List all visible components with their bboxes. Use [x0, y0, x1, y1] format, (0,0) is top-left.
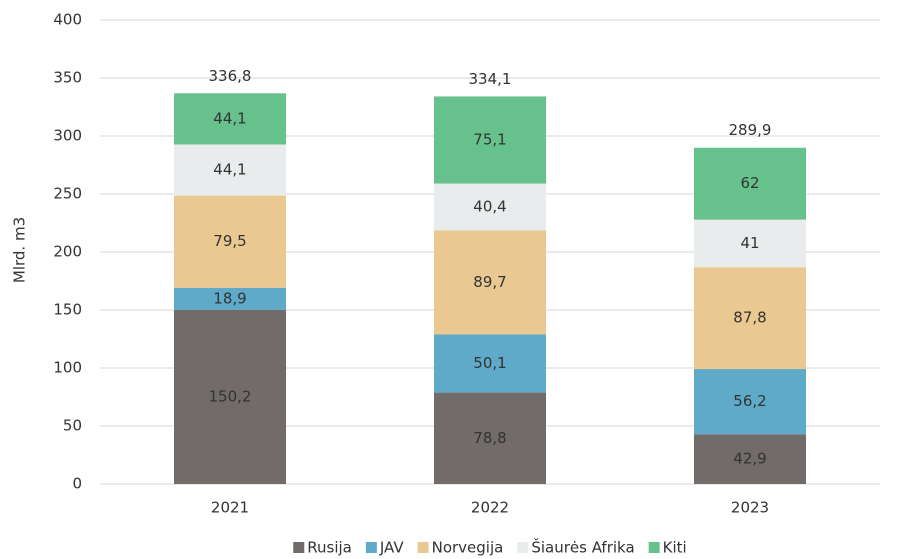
bar-segment	[694, 369, 806, 435]
bar-segment	[694, 267, 806, 370]
data-label: 44,1	[213, 161, 246, 179]
bar-segment	[174, 195, 286, 288]
y-tick-label: 0	[72, 475, 82, 493]
legend-label: Rusija	[307, 539, 352, 557]
x-tick-label: 2022	[471, 499, 509, 517]
bar-segment	[434, 96, 546, 184]
y-tick-label: 400	[53, 11, 82, 29]
x-tick-label: 2023	[731, 499, 769, 517]
bar-segment	[174, 287, 286, 310]
data-label: 79,5	[213, 232, 246, 250]
bar-segment	[434, 230, 546, 335]
legend-swatch	[417, 542, 429, 553]
legend-swatch	[293, 542, 305, 553]
data-label: 89,7	[473, 273, 506, 291]
data-label: 75,1	[473, 131, 506, 149]
data-label: 87,8	[733, 309, 766, 327]
data-label: 42,9	[733, 450, 766, 468]
y-tick-label: 150	[53, 301, 82, 319]
bar-segment	[434, 392, 546, 484]
y-tick-label: 50	[63, 417, 82, 435]
y-tick-label: 300	[53, 127, 82, 145]
y-tick-label: 200	[53, 243, 82, 261]
data-label: 56,2	[733, 392, 766, 410]
total-label: 289,9	[729, 121, 772, 139]
legend-swatch	[648, 542, 660, 553]
legend-label: JAV	[379, 539, 404, 557]
y-axis-label: Mlrd. m3	[11, 217, 29, 283]
y-tick-label: 100	[53, 359, 82, 377]
bar-segment	[174, 93, 286, 145]
y-tick-label: 350	[53, 69, 82, 87]
bar-segment	[434, 183, 546, 231]
legend-swatch	[517, 542, 529, 553]
bar-segment	[174, 144, 286, 196]
data-label: 18,9	[213, 289, 246, 307]
bar-segment	[174, 309, 286, 484]
legend-label: Kiti	[663, 539, 687, 557]
total-label: 336,8	[209, 67, 252, 85]
data-label: 62	[740, 174, 759, 192]
bar-segment	[434, 334, 546, 393]
total-label: 334,1	[469, 70, 512, 88]
data-label: 41	[740, 234, 759, 252]
x-tick-label: 2021	[211, 499, 249, 517]
bar-segment	[694, 219, 806, 268]
data-label: 78,8	[473, 429, 506, 447]
data-label: 50,1	[473, 354, 506, 372]
bar-segment	[694, 434, 806, 484]
y-tick-label: 250	[53, 185, 82, 203]
legend-swatch	[365, 542, 377, 553]
legend-label: Šiaurės Afrika	[531, 538, 634, 557]
data-label: 44,1	[213, 109, 246, 127]
legend-label: Norvegija	[432, 539, 504, 557]
data-label: 40,4	[473, 197, 506, 215]
bar-segment	[694, 147, 806, 220]
data-label: 150,2	[209, 387, 252, 405]
